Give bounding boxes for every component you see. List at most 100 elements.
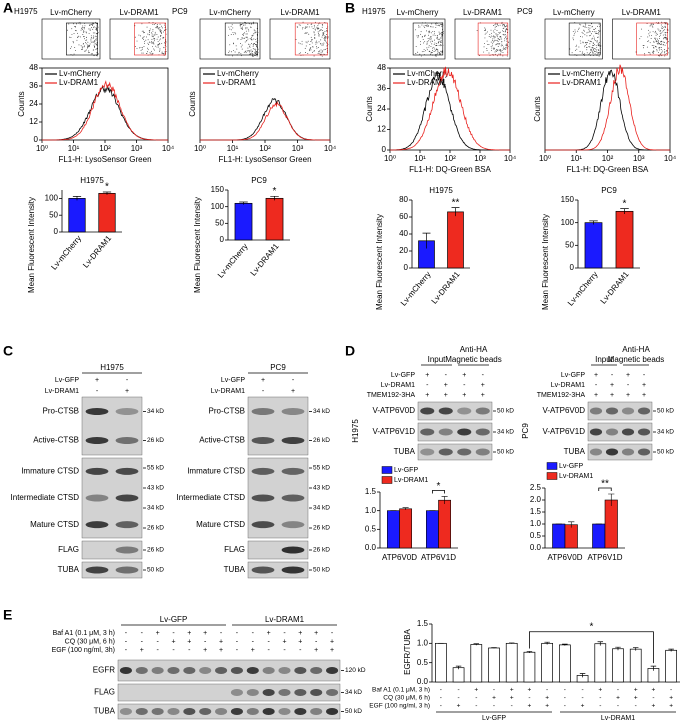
- y-tick-label: 50: [215, 218, 224, 227]
- mw-marker: 34 kD: [313, 408, 330, 415]
- dot: [250, 23, 252, 25]
- dot: [497, 49, 499, 51]
- y-tick-label: 12: [29, 117, 38, 126]
- band: [326, 708, 339, 715]
- dot: [81, 27, 83, 29]
- condition-sign: +: [616, 695, 620, 702]
- dot: [230, 29, 232, 31]
- dot: [245, 27, 247, 29]
- dot: [641, 28, 642, 30]
- dot: [316, 42, 318, 44]
- condition-label: Lv-GFP: [55, 377, 79, 384]
- dot: [83, 31, 85, 33]
- dot: [588, 24, 590, 26]
- condition-sign: -: [156, 638, 159, 645]
- dot: [95, 48, 97, 50]
- dot: [653, 41, 655, 43]
- dot: [505, 29, 507, 31]
- protein-label: Mature CTSD: [30, 520, 79, 529]
- condition-sign: -: [581, 695, 583, 702]
- dot: [326, 28, 328, 30]
- dot: [489, 33, 491, 35]
- legend-label: Lv-DRAM1: [407, 78, 447, 87]
- dot: [79, 21, 81, 23]
- dot: [228, 34, 229, 36]
- dot: [156, 38, 158, 40]
- dot: [160, 29, 161, 31]
- dot: [439, 52, 441, 54]
- dot: [499, 49, 501, 51]
- dot: [326, 34, 328, 36]
- dot: [317, 47, 319, 48]
- dot: [591, 47, 593, 49]
- dot: [300, 55, 302, 57]
- condition-sign: +: [125, 388, 129, 395]
- dot: [494, 24, 496, 26]
- legend-label: Lv-GFP: [559, 463, 583, 470]
- error-bar: [422, 232, 431, 249]
- x-tick-label: 10⁰: [384, 154, 396, 163]
- dot: [590, 23, 592, 25]
- dot: [501, 41, 503, 43]
- dot: [85, 50, 86, 52]
- y-axis-label: Counts: [365, 96, 374, 121]
- dot: [252, 45, 254, 47]
- dot: [506, 40, 508, 42]
- dot: [153, 38, 155, 40]
- y-tick-label: 0: [54, 227, 59, 236]
- dot: [485, 32, 487, 34]
- dot: [316, 47, 318, 49]
- dot: [653, 23, 654, 25]
- dot: [498, 32, 500, 34]
- dot: [322, 35, 324, 36]
- blot: [417, 422, 493, 442]
- error-bar: [562, 643, 568, 646]
- dot: [160, 38, 162, 40]
- band: [475, 428, 490, 436]
- condition-sign: +: [642, 382, 646, 389]
- band: [326, 689, 339, 696]
- dot: [430, 38, 432, 40]
- dot: [314, 29, 316, 31]
- dot: [591, 50, 593, 52]
- y-tick-label: 0: [34, 135, 39, 144]
- dot: [158, 28, 160, 30]
- dot: [503, 46, 505, 48]
- dot: [436, 48, 437, 50]
- dot: [247, 38, 249, 40]
- condition-sign: +: [444, 392, 448, 399]
- dot: [498, 53, 500, 55]
- dot: [648, 33, 650, 35]
- dot: [435, 37, 437, 39]
- dot: [592, 30, 594, 32]
- dot: [494, 53, 496, 55]
- band: [621, 448, 635, 456]
- dot: [151, 35, 153, 37]
- condition-label: Lv-DRAM1: [551, 382, 585, 389]
- dot-plot-frame: [109, 18, 169, 60]
- condition-sign: +: [669, 695, 673, 702]
- x-tick-label: 10²: [602, 154, 614, 163]
- dot: [437, 49, 439, 51]
- dot: [427, 40, 429, 42]
- band: [281, 494, 305, 502]
- dot: [75, 30, 77, 32]
- legend-label: Lv-DRAM1: [217, 78, 257, 87]
- significance: *: [437, 481, 441, 492]
- dot: [91, 23, 93, 25]
- dot: [95, 39, 97, 41]
- protein-label: FLAG: [94, 688, 115, 697]
- band: [115, 408, 139, 415]
- dot: [660, 24, 662, 26]
- dot: [251, 38, 252, 40]
- dot: [313, 24, 315, 26]
- dot: [441, 25, 443, 27]
- dot: [505, 38, 507, 40]
- condition-sign: -: [267, 638, 270, 645]
- dot: [149, 31, 151, 33]
- band: [589, 448, 603, 456]
- dot: [164, 27, 166, 28]
- legend-label: Lv-DRAM1: [59, 78, 99, 87]
- dot: [439, 41, 441, 43]
- dot: [595, 31, 597, 33]
